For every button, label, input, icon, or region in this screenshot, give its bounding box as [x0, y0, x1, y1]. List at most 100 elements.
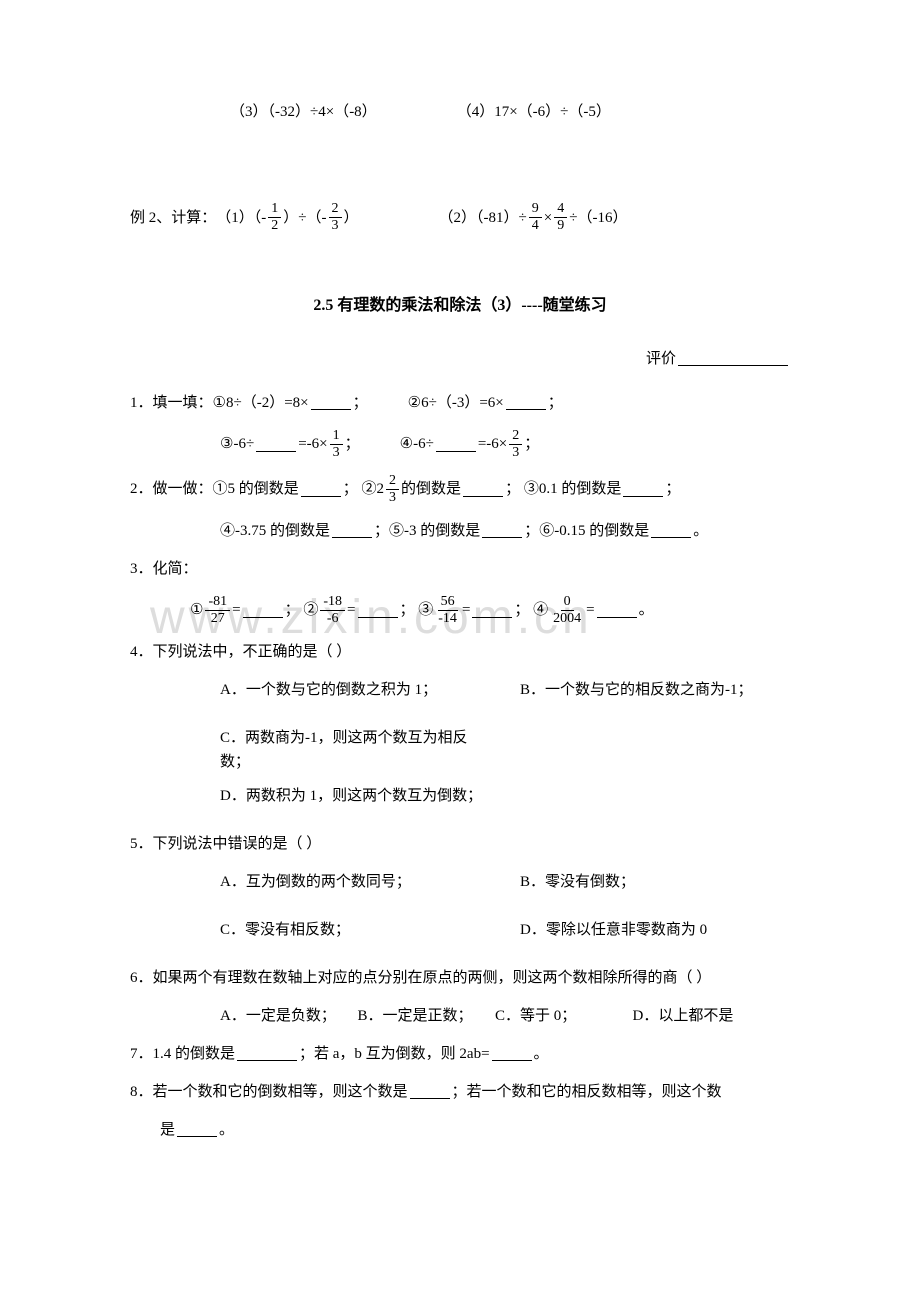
frac-half: 12 — [268, 202, 281, 233]
q8-d: 。 — [219, 1118, 234, 1142]
frac-2-3c: 23 — [386, 474, 399, 505]
ex2-1a: （1）（- — [216, 206, 266, 230]
blank — [301, 482, 341, 497]
q4-b: B．一个数与它的相反数之商为-1； — [520, 678, 753, 702]
q2-stem: 2．做一做： — [130, 477, 213, 501]
ex2-2b: × — [544, 206, 552, 230]
q5-d: D．零除以任意非零数商为 0 — [520, 918, 707, 942]
blank — [492, 1046, 532, 1061]
q2-p4: ④-3.75 的倒数是 — [220, 519, 330, 543]
q5-stem: 5．下列说法中错误的是（ ） — [130, 832, 790, 856]
blank — [243, 603, 283, 618]
q6-opts: A．一定是负数； B．一定是正数； C．等于 0； D．以上都不是 — [130, 1004, 790, 1028]
ex2-1b: ）÷（- — [283, 206, 326, 230]
q4-d: D．两数积为 1，则这两个数互为倒数； — [220, 784, 482, 808]
q5-opts2: C．零没有相反数； D．零除以任意非零数商为 0 — [130, 918, 790, 952]
q4-a: A．一个数与它的倒数之积为 1； — [220, 678, 490, 702]
blank — [436, 437, 476, 452]
q1-p2b: ； — [548, 391, 563, 415]
q7-b: ；若 a，b 互为倒数，则 2ab= — [299, 1042, 490, 1066]
q6-d: D．以上都不是 — [633, 1004, 771, 1028]
q8-line2: 是 。 — [130, 1118, 790, 1142]
q6-stem: 6．如果两个有理数在数轴上对应的点分别在原点的两侧，则这两个数相除所得的商（ ） — [130, 966, 790, 990]
q3-stem: 3．化简： — [130, 557, 790, 581]
q3-p1: ① — [190, 598, 203, 622]
q7: 7．1.4 的倒数是 ；若 a，b 互为倒数，则 2ab= 。 — [130, 1042, 790, 1066]
q1-p1b: ； — [353, 391, 368, 415]
ex2-2a: （2）（-81）÷ — [439, 206, 527, 230]
q7-c: 。 — [534, 1042, 549, 1066]
q1-p4a: ④-6÷ — [400, 432, 434, 456]
q4-opts2: C．两数商为-1，则这两个数互为相反数； D．两数积为 1，则这两个数互为倒数； — [130, 726, 790, 818]
example2-row: 例 2、计算： （1）（- 12 ）÷（- 23 ） （2）（-81）÷ 94 … — [130, 202, 790, 233]
q1-p3c: ； — [345, 432, 360, 456]
q4-opts: A．一个数与它的倒数之积为 1； B．一个数与它的相反数之商为-1； — [130, 678, 790, 712]
q3-line: ① -8127 = ； ② -18-6 = ； ③ 56-14 = ； ④ 02… — [130, 595, 790, 626]
frac-2-3: 23 — [329, 202, 342, 233]
frac-m18-m6: -18-6 — [320, 595, 345, 626]
blank — [358, 603, 398, 618]
q1-p3a: ③-6÷ — [220, 432, 254, 456]
q5-c: C．零没有相反数； — [220, 918, 490, 942]
q3-eq1: = — [232, 598, 240, 622]
blank — [463, 482, 503, 497]
frac-2-3b: 23 — [509, 429, 522, 460]
blank — [332, 523, 372, 538]
ex2-2c: ÷（-16） — [569, 206, 627, 230]
blank — [482, 523, 522, 538]
q3-p4: ； ④ — [514, 598, 548, 622]
q2-p5: ；⑤-3 的倒数是 — [374, 519, 480, 543]
q5-a: A．互为倒数的两个数同号； — [220, 870, 490, 894]
q3-end: 。 — [639, 598, 654, 622]
blank — [506, 395, 546, 410]
q7-a: 7．1.4 的倒数是 — [130, 1042, 235, 1066]
q1-p4c: ； — [524, 432, 539, 456]
q3-eq2: = — [347, 598, 355, 622]
eval-label: 评价 — [646, 347, 676, 371]
q5-opts: A．互为倒数的两个数同号； B．零没有倒数； — [130, 870, 790, 904]
q2-p2b: 的倒数是 — [401, 477, 461, 501]
q2-line2: ④-3.75 的倒数是 ；⑤-3 的倒数是 ；⑥-0.15 的倒数是 。 — [130, 519, 790, 543]
blank — [237, 1046, 297, 1061]
ex1-4: （4）17×（-6）÷（-5） — [457, 100, 611, 124]
frac-9-4: 94 — [529, 202, 542, 233]
q2-p6: ；⑥-0.15 的倒数是 — [524, 519, 649, 543]
frac-1-3: 13 — [330, 429, 343, 460]
q2-line1: 2．做一做： ①5 的倒数是 ； ②2 23 的倒数是 ； ③0.1 的倒数是 … — [130, 474, 790, 505]
eval-line: 评价 — [130, 347, 790, 371]
eval-blank — [678, 351, 788, 366]
q2-end2: 。 — [693, 519, 708, 543]
q8-line1: 8．若一个数和它的倒数相等，则这个数是 ；若一个数和它的相反数相等，则这个数 — [130, 1080, 790, 1104]
page: （3）（-32）÷4×（-8） （4）17×（-6）÷（-5） 例 2、计算： … — [0, 0, 920, 1216]
q1-line1: 1．填一填： ①8÷（-2）=8× ； ②6÷（-3）=6× ； — [130, 391, 790, 415]
q3-eq4: = — [586, 598, 594, 622]
blank — [311, 395, 351, 410]
q3-p2: ； ② — [285, 598, 319, 622]
q4-stem: 4．下列说法中，不正确的是（ ） — [130, 640, 790, 664]
section-title: 2.5 有理数的乘法和除法（3）----随堂练习 — [130, 293, 790, 319]
q2-p3: ； ③0.1 的倒数是 — [505, 477, 621, 501]
q6-a: A．一定是负数； — [220, 1004, 358, 1028]
q3-p3: ； ③ — [400, 598, 434, 622]
q1-stem: 1．填一填： — [130, 391, 213, 415]
example1-row: （3）（-32）÷4×（-8） （4）17×（-6）÷（-5） — [130, 100, 790, 124]
frac-0-2004: 02004 — [550, 595, 584, 626]
q8-c: 是 — [160, 1118, 175, 1142]
q8-b: ；若一个数和它的相反数相等，则这个数 — [452, 1080, 722, 1104]
q4-c: C．两数商为-1，则这两个数互为相反数； — [220, 726, 490, 774]
q1-p4b: =-6× — [478, 432, 507, 456]
q6-b: B．一定是正数； — [358, 1004, 496, 1028]
blank — [597, 603, 637, 618]
q2-p1: ①5 的倒数是 — [213, 477, 299, 501]
q1-line2: ③-6÷ =-6× 13 ； ④-6÷ =-6× 23 ； — [130, 429, 790, 460]
q8-a: 8．若一个数和它的倒数相等，则这个数是 — [130, 1080, 408, 1104]
q2-p2: ； ②2 — [343, 477, 384, 501]
q1-p2a: ②6÷（-3）=6× — [408, 391, 504, 415]
q6-c: C．等于 0； — [495, 1004, 633, 1028]
q1-p1a: ①8÷（-2）=8× — [213, 391, 309, 415]
blank — [623, 482, 663, 497]
frac-4-9: 49 — [554, 202, 567, 233]
blank — [472, 603, 512, 618]
blank — [410, 1084, 450, 1099]
q5-b: B．零没有倒数； — [520, 870, 635, 894]
